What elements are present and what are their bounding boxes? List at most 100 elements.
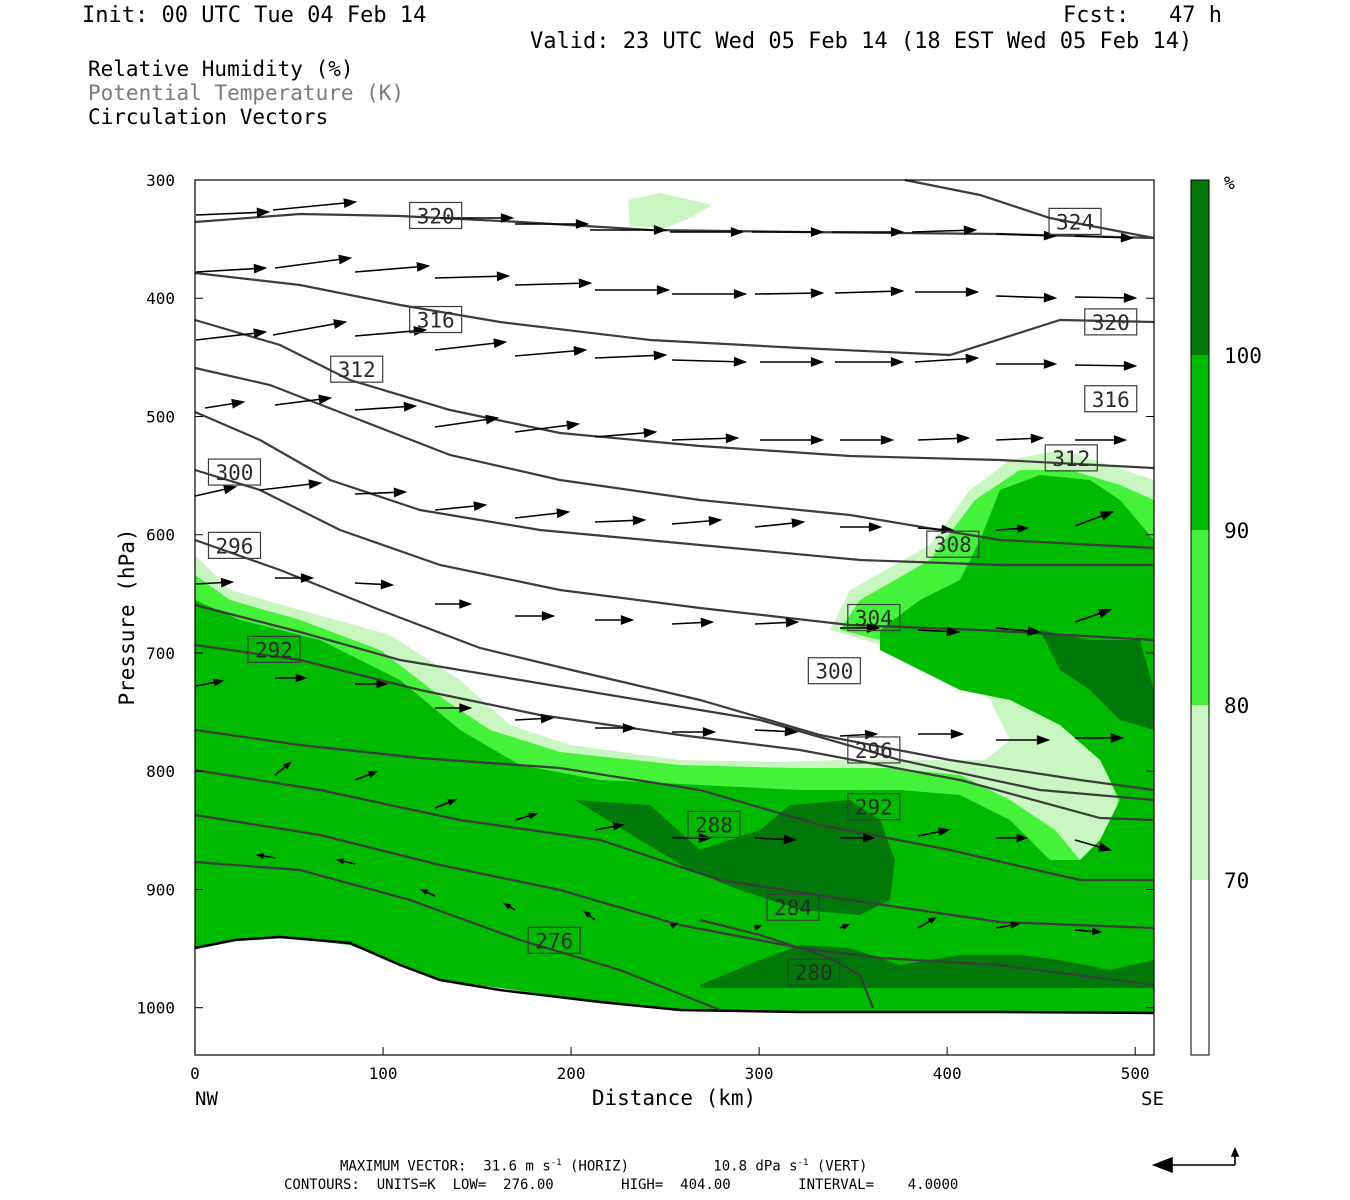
x-tick-label: 500	[1121, 1064, 1150, 1083]
circulation-vector	[434, 799, 458, 809]
circulation-vector	[995, 230, 1058, 241]
svg-text:324: 324	[1056, 210, 1094, 234]
circulation-vector	[194, 484, 238, 497]
circulation-vector	[514, 278, 593, 289]
rh-100-band-bottom	[700, 945, 1154, 988]
svg-text:316: 316	[417, 309, 455, 333]
svg-text:320: 320	[417, 204, 455, 228]
circulation-vector	[502, 902, 516, 911]
svg-text:312: 312	[338, 358, 376, 382]
circulation-vector	[594, 428, 658, 438]
circulation-vector	[754, 726, 799, 737]
svg-text:296: 296	[855, 739, 893, 763]
circulation-vector	[594, 515, 647, 526]
x-axis-label: Distance (km)	[592, 1086, 756, 1110]
colorbar-90	[1191, 355, 1209, 530]
circulation-vector	[1074, 511, 1115, 527]
circulation-vector	[671, 516, 723, 526]
circulation-vector	[1074, 360, 1138, 371]
circulation-vector	[335, 858, 356, 865]
circulation-vector	[914, 353, 980, 364]
circulation-vector	[918, 729, 965, 739]
circulation-vector	[434, 501, 488, 511]
valid-time: Valid: 23 UTC Wed 05 Feb 14 (18 EST Wed …	[530, 29, 1193, 54]
colorbar-below-70	[1191, 880, 1209, 1055]
svg-text:316: 316	[1092, 388, 1130, 412]
circulation-vector	[917, 433, 971, 444]
circulation-vector	[354, 771, 379, 781]
svg-text:300: 300	[216, 461, 254, 485]
colorbar-frame	[1190, 179, 1210, 1056]
circulation-vector	[204, 398, 246, 409]
circulation-vector	[669, 922, 679, 930]
colorbar-label-90: 90	[1224, 519, 1249, 543]
svg-text:312: 312	[1052, 447, 1090, 471]
theta-contour	[194, 318, 1155, 470]
legend-rh: Relative Humidity (%)	[88, 57, 354, 81]
y-tick-label: 600	[146, 526, 175, 545]
circulation-vector	[515, 219, 590, 229]
circulation-vector	[274, 254, 353, 269]
circulation-vector	[583, 910, 596, 921]
circulation-vector	[354, 401, 418, 412]
svg-text:284: 284	[774, 896, 812, 920]
circulation-vector	[275, 573, 315, 583]
theta-contour-label: 324	[1048, 207, 1102, 235]
circulation-vector	[1074, 927, 1103, 936]
x-tick-label: 300	[745, 1064, 774, 1083]
circulation-vector	[671, 356, 748, 367]
svg-text:292: 292	[855, 796, 893, 820]
circulation-vector	[995, 921, 1021, 929]
circulation-vector	[514, 420, 581, 433]
reference-vector	[1151, 1146, 1240, 1174]
theta-contour-label: 320	[1084, 308, 1138, 336]
circulation-vector	[354, 326, 428, 337]
circulation-vector	[671, 617, 715, 628]
circulation-vector	[670, 227, 745, 237]
circulation-vector	[594, 350, 668, 361]
theta-contour-label: 308	[926, 530, 980, 558]
theta-labels: 320 324 316 320 312 316 300 312 296 308 304 292 300 2…	[207, 201, 1138, 986]
circulation-vector	[259, 479, 323, 491]
circulation-vector	[834, 286, 905, 297]
theta-contour-label: 312	[1044, 444, 1098, 472]
circulation-vector	[996, 833, 1029, 843]
circulation-vector	[595, 723, 637, 733]
circulation-vector	[514, 812, 539, 821]
circulation-vector	[195, 678, 225, 687]
theta-contour-label: 312	[330, 355, 384, 383]
circulation-vector	[1074, 608, 1113, 623]
circulation-vector	[1074, 232, 1135, 243]
circulation-vector	[752, 227, 825, 237]
theta-contour-label: 300	[807, 657, 861, 685]
circulation-vector	[272, 198, 358, 211]
circulation-vector	[274, 394, 333, 406]
circulation-vector	[917, 827, 951, 837]
y-axis-label: Pressure (hPa)	[115, 528, 139, 705]
x-tick-label: 100	[369, 1064, 398, 1083]
circulation-vector	[255, 853, 276, 859]
circulation-vector	[839, 924, 851, 930]
init-time: Init: 00 UTC Tue 04 Feb 14	[82, 3, 427, 28]
circulation-vector	[355, 679, 389, 689]
y-tick-label: 700	[146, 644, 175, 663]
circulation-vectors	[194, 198, 1138, 936]
colorbar-label-100: 100	[1224, 344, 1262, 368]
circulation-vector	[434, 414, 500, 428]
theta-contour-label: 320	[409, 201, 463, 230]
y-tick-label: 900	[146, 880, 175, 899]
x-axis: 0 100 200 300 400 500	[190, 1047, 1150, 1083]
circulation-vector	[995, 433, 1045, 444]
circulation-vector	[1075, 733, 1125, 743]
y-tick-label: 800	[146, 762, 175, 781]
theta-contour	[194, 728, 1154, 882]
max-vector-text: MAXIMUM VECTOR: 31.6 m s-1 (HORIZ) 10.8 …	[340, 1158, 868, 1175]
theta-contour-label: 292	[847, 793, 901, 821]
legend-vectors: Circulation Vectors	[88, 105, 329, 129]
theta-contour	[194, 603, 1155, 802]
circulation-vector	[595, 615, 635, 625]
svg-text:288: 288	[695, 813, 733, 837]
rh-70-80-patch	[628, 193, 712, 228]
circulation-vector	[753, 925, 763, 931]
